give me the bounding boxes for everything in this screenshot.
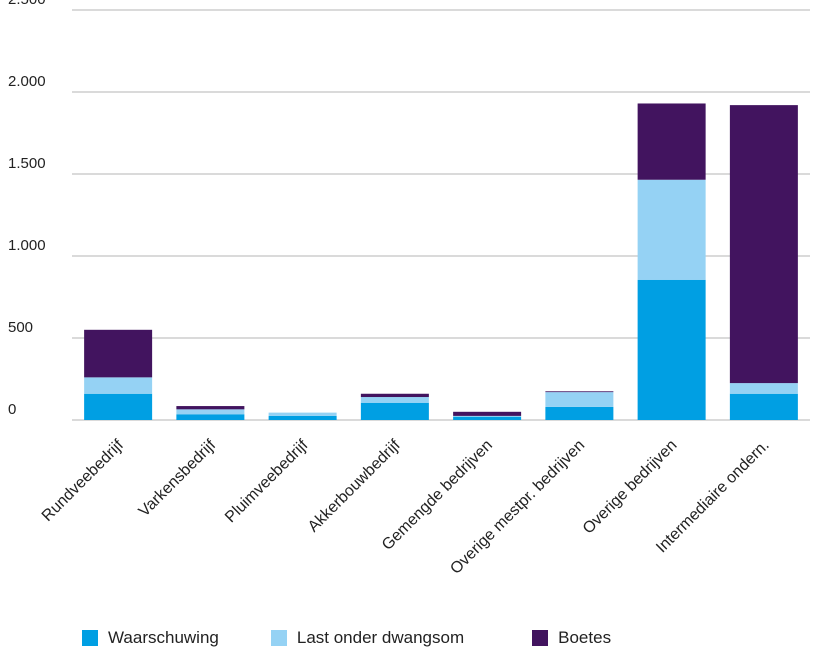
- legend-item-waarschuwing: Waarschuwing: [82, 628, 219, 648]
- bars: [84, 103, 798, 420]
- legend-swatch: [532, 630, 549, 646]
- bar-segment: [268, 412, 337, 416]
- legend-swatch: [270, 630, 287, 646]
- bar-segment: [729, 383, 798, 394]
- bar-segment: [545, 406, 614, 420]
- y-axis: 0 500 1.000 1.500 2.000 2.500: [8, 0, 46, 418]
- bar-segment: [176, 409, 245, 415]
- legend: Waarschuwing Last onder dwangsom Boetes: [82, 628, 663, 648]
- bar-segment: [84, 377, 153, 394]
- legend-label: Boetes: [558, 628, 612, 647]
- bar-segment: [360, 402, 429, 420]
- stacked-bar-chart: 0 500 1.000 1.500 2.000 2.500 RundveebedrijfV…: [8, 0, 810, 578]
- y-tick-label: 500: [8, 319, 33, 336]
- bar-segment: [453, 411, 522, 416]
- bar-segment: [360, 393, 429, 398]
- bar-segment: [453, 415, 522, 417]
- legend-item-boetes: Boetes: [532, 628, 611, 648]
- bar-segment: [176, 414, 245, 420]
- x-tick-label: Overige bedrijven: [580, 437, 681, 538]
- y-tick-label: 2.000: [8, 73, 46, 90]
- bar-segment: [268, 415, 337, 420]
- x-tick-label: Varkensbedrijf: [136, 436, 220, 520]
- x-tick-label: Akkerbouwbedrijf: [305, 436, 404, 535]
- bar-segment: [453, 416, 522, 420]
- bar-segment: [729, 393, 798, 420]
- bar-segment: [637, 279, 706, 420]
- x-axis: Rundveebedrijf Varkensbedrijf Pluimveebedr…: [39, 436, 773, 577]
- legend-label: Last onder dwangsom: [296, 628, 465, 647]
- x-tick-label: Rundveebedrijf: [39, 436, 128, 525]
- bar-segment: [360, 397, 429, 403]
- y-tick-label: 1.000: [8, 237, 46, 254]
- y-tick-label: 1.500: [8, 155, 46, 172]
- bar-segment: [84, 329, 153, 378]
- legend-item-last-onder-dwangsom: Last onder dwangsom: [270, 628, 465, 648]
- legend-swatch: [82, 630, 98, 646]
- bar-segment: [176, 406, 245, 410]
- bar-segment: [545, 392, 614, 407]
- bar-segment: [84, 393, 153, 420]
- bar-segment: [729, 105, 798, 384]
- y-tick-label: 2.500: [8, 0, 46, 8]
- bar-segment: [637, 179, 706, 280]
- y-tick-label: 0: [8, 401, 16, 418]
- bar-segment: [545, 391, 614, 393]
- bar-segment: [637, 103, 706, 180]
- legend-label: Waarschuwing: [108, 628, 219, 647]
- x-tick-label: Pluimveebedrijf: [222, 436, 312, 526]
